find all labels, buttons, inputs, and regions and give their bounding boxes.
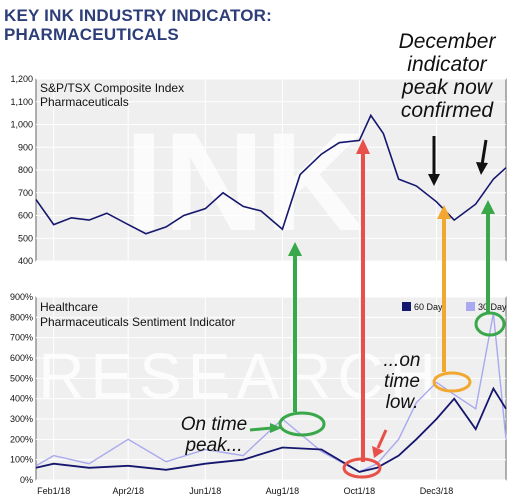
legend-label-30day: 30 Day <box>478 302 507 312</box>
top-y-tick-label: 1,200 <box>10 74 33 84</box>
top-y-tick-label: 1,100 <box>10 97 33 107</box>
x-axis: Feb1/18 Apr2/18 Jun1/18 Aug1/18 Oct1/18 Dec3/… <box>37 486 453 496</box>
green-pointer-head <box>270 423 282 433</box>
red-pointer-head <box>372 446 384 458</box>
top-chart-title: S&P/TSX Composite Index <box>40 81 184 95</box>
bottom-y-tick-label: 0% <box>20 475 33 485</box>
december-line-4: confirmed <box>400 99 494 122</box>
green-arrowhead-jan <box>481 200 495 214</box>
on-time-peak-line-2: peak... <box>185 435 243 456</box>
top-series <box>35 113 507 235</box>
december-line-2: indicator <box>407 53 487 76</box>
top-y-tick-label: 500 <box>18 233 33 243</box>
bottom-y-tick-label: 300% <box>10 414 33 424</box>
orange-arrowhead-dec <box>437 205 451 219</box>
title-line-2: PHARMACEUTICALS <box>4 25 179 44</box>
on-time-peak-line-1: On time <box>180 414 248 435</box>
title-line-1: KEY INK INDUSTRY INDICATOR: <box>4 6 272 25</box>
top-panel: INK 400 500 600 700 800 900 1,000 1,100 1,200 S&… <box>10 74 507 266</box>
legend-swatch-30day <box>466 302 475 311</box>
green-arrowhead-aug <box>288 242 302 256</box>
black-arrowhead-2 <box>476 162 488 175</box>
on-time-low-line-2: time <box>384 371 420 392</box>
x-tick-label: Dec3/18 <box>420 486 454 496</box>
top-y-axis: 400 500 600 700 800 900 1,000 1,100 1,200 <box>10 74 33 266</box>
on-time-low-annotation: ...on time low. <box>374 350 430 413</box>
red-arrowhead-oct <box>356 139 370 154</box>
x-tick-label: Aug1/18 <box>266 486 300 496</box>
bottom-y-tick-label: 700% <box>10 333 33 343</box>
watermark-bottom: RESEARCH <box>38 340 442 412</box>
december-line-1: December <box>398 30 496 53</box>
bottom-y-tick-label: 600% <box>10 353 33 363</box>
green-circle-jan <box>474 311 506 337</box>
orange-circle <box>432 371 472 393</box>
top-y-tick-label: 900 <box>18 142 33 152</box>
x-tick-label: Jun1/18 <box>189 486 221 496</box>
x-tick-label: Oct1/18 <box>344 486 376 496</box>
bottom-chart-title: Healthcare <box>40 300 98 314</box>
bottom-chart-subtitle: Pharmaceuticals Sentiment Indicator <box>40 315 235 329</box>
bottom-y-axis: 0% 100% 200% 300% 400% 500% 600% 700% 800% 900% <box>10 292 33 485</box>
bottom-y-tick-label: 500% <box>10 373 33 383</box>
top-grid <box>36 78 506 262</box>
bottom-panel: RESEARCH 0% 100% 200% 300% 400% 500% 600% 700% 8… <box>10 292 507 485</box>
top-y-tick-label: 800 <box>18 165 33 175</box>
top-chart-subtitle: Pharmaceuticals <box>40 95 129 109</box>
top-y-tick-label: 700 <box>18 188 33 198</box>
bottom-grid <box>36 296 506 481</box>
watermark-top: INK <box>124 103 365 260</box>
black-arrow-2 <box>480 139 488 166</box>
overlay-annotations <box>249 136 506 479</box>
on-time-peak-annotation: On time peak... <box>176 414 252 456</box>
bottom-y-tick-label: 900% <box>10 292 33 302</box>
green-circle-peak <box>278 411 326 437</box>
red-pointer <box>376 429 388 449</box>
legend-swatch-60day <box>402 302 411 311</box>
bottom-y-tick-label: 100% <box>10 455 33 465</box>
x-tick-label: Feb1/18 <box>37 486 70 496</box>
on-time-low-line-1: ...on <box>383 350 421 371</box>
x-tick-label: Apr2/18 <box>112 486 144 496</box>
december-line-3: peak now <box>402 76 492 99</box>
red-circle-low <box>342 457 382 479</box>
top-y-tick-label: 600 <box>18 211 33 221</box>
top-y-tick-label: 1,000 <box>10 120 33 130</box>
top-y-tick-label: 400 <box>18 256 33 266</box>
bottom-y-tick-label: 800% <box>10 312 33 322</box>
legend: 60 Day 30 Day <box>402 302 507 312</box>
page-title: KEY INK INDUSTRY INDICATOR: PHARMACEUTIC… <box>4 6 272 44</box>
black-arrowhead-1 <box>428 174 440 186</box>
top-series-line <box>35 113 507 235</box>
december-annotation: December indicator peak now confirmed <box>384 30 510 122</box>
bottom-series <box>35 313 507 473</box>
green-pointer <box>249 426 273 432</box>
bottom-y-tick-label: 200% <box>10 434 33 444</box>
bottom-plot-area <box>35 296 507 481</box>
on-time-low-line-3: low. <box>385 392 419 413</box>
series-60day-line <box>35 386 507 473</box>
bottom-y-tick-label: 400% <box>10 394 33 404</box>
legend-label-60day: 60 Day <box>414 302 443 312</box>
